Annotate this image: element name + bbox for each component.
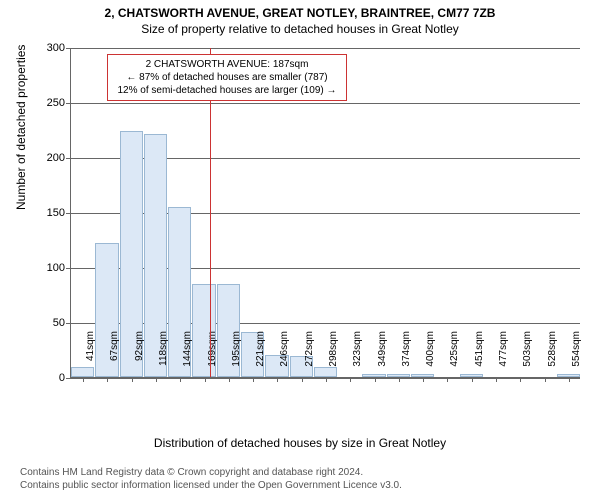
xtick-mark — [132, 377, 133, 382]
title-block: 2, CHATSWORTH AVENUE, GREAT NOTLEY, BRAI… — [0, 0, 600, 36]
ytick-mark — [66, 48, 71, 49]
ytick-mark — [66, 103, 71, 104]
gridline — [71, 48, 580, 49]
xtick-mark — [375, 377, 376, 382]
xtick-label: 554sqm — [571, 331, 582, 381]
ytick-label: 50 — [53, 317, 65, 329]
histogram-plot-area: 05010015020025030041sqm67sqm92sqm118sqm1… — [70, 48, 580, 378]
xtick-mark — [229, 377, 230, 382]
x-axis-label: Distribution of detached houses by size … — [0, 436, 600, 450]
annotation-line: 12% of semi-detached houses are larger (… — [114, 84, 340, 97]
xtick-mark — [326, 377, 327, 382]
xtick-label: 400sqm — [425, 331, 436, 381]
xtick-mark — [472, 377, 473, 382]
annotation-callout: 2 CHATSWORTH AVENUE: 187sqm← 87% of deta… — [107, 54, 347, 101]
footer-line: Contains HM Land Registry data © Crown c… — [20, 466, 402, 479]
ytick-label: 150 — [47, 207, 65, 219]
xtick-label: 477sqm — [498, 331, 509, 381]
xtick-mark — [496, 377, 497, 382]
ytick-label: 300 — [47, 42, 65, 54]
ytick-mark — [66, 213, 71, 214]
xtick-mark — [302, 377, 303, 382]
chart-title-address: 2, CHATSWORTH AVENUE, GREAT NOTLEY, BRAI… — [0, 6, 600, 20]
xtick-mark — [423, 377, 424, 382]
xtick-mark — [83, 377, 84, 382]
xtick-label: 503sqm — [522, 331, 533, 381]
xtick-mark — [253, 377, 254, 382]
ytick-mark — [66, 158, 71, 159]
ytick-label: 0 — [59, 372, 65, 384]
ytick-label: 100 — [47, 262, 65, 274]
y-axis-label: Number of detached properties — [14, 45, 28, 210]
xtick-mark — [156, 377, 157, 382]
ytick-label: 200 — [47, 152, 65, 164]
xtick-mark — [569, 377, 570, 382]
ytick-label: 250 — [47, 97, 65, 109]
xtick-label: 298sqm — [328, 331, 339, 381]
ytick-mark — [66, 268, 71, 269]
xtick-mark — [399, 377, 400, 382]
xtick-mark — [545, 377, 546, 382]
footer-line: Contains public sector information licen… — [20, 479, 402, 492]
ytick-mark — [66, 323, 71, 324]
annotation-line: 2 CHATSWORTH AVENUE: 187sqm — [114, 58, 340, 71]
xtick-mark — [205, 377, 206, 382]
xtick-label: 451sqm — [474, 331, 485, 381]
chart-title-desc: Size of property relative to detached ho… — [0, 22, 600, 36]
footer-attribution: Contains HM Land Registry data © Crown c… — [20, 466, 402, 492]
annotation-line: ← 87% of detached houses are smaller (78… — [114, 71, 340, 84]
ytick-mark — [66, 378, 71, 379]
gridline — [71, 103, 580, 104]
